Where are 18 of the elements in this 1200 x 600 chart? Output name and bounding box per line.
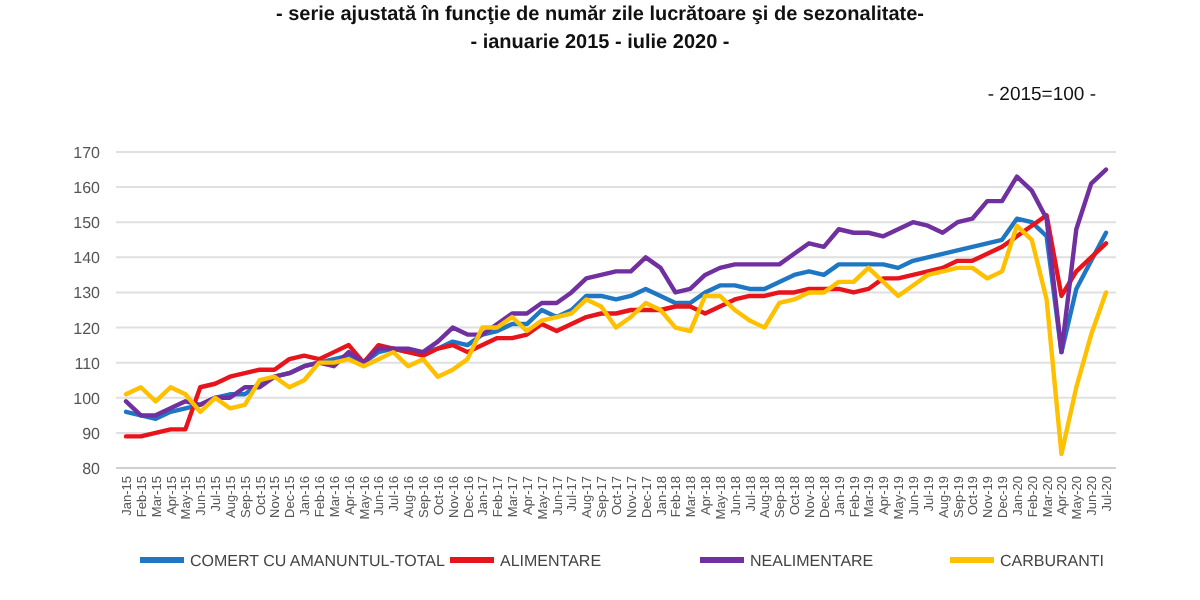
- legend-label: ALIMENTARE: [500, 552, 602, 570]
- y-tick-label: 170: [73, 144, 102, 162]
- y-tick-label: 160: [73, 179, 102, 198]
- line-series: [123, 167, 1109, 418]
- y-tick-label: 150: [73, 214, 102, 233]
- y-tick-label: 80: [82, 460, 102, 478]
- y-tick-label: 110: [74, 354, 102, 373]
- y-tick-label: 100: [73, 389, 102, 408]
- chart-subtitle: - ianuarie 2015 - iulie 2020 -: [470, 32, 730, 54]
- legend-label: COMERT CU AMANUNTUL-TOTAL: [190, 552, 446, 570]
- y-tick-label: 130: [73, 284, 102, 303]
- text: - 2015=100 -: [987, 84, 1096, 106]
- y-tick-label: 140: [73, 249, 102, 268]
- legend-label: CARBURANTI: [1000, 552, 1105, 570]
- y-tick-label: 120: [73, 319, 102, 338]
- chart-title: - serie ajustată în funcţie de număr zile lucrătoare şi de sezonalitate-: [276, 4, 924, 26]
- legend-label: NEALIMENTARE: [750, 552, 874, 570]
- y-tick-label: 90: [82, 424, 102, 443]
